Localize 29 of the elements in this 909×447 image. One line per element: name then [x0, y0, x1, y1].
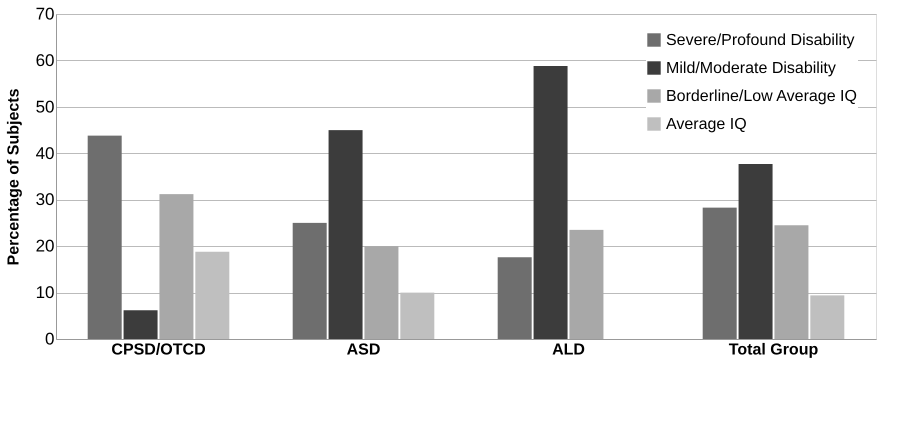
bar: [88, 136, 122, 339]
x-tick-label: Total Group: [728, 342, 818, 358]
y-tick-label: 20: [36, 236, 54, 256]
legend-label: Mild/Moderate Disability: [666, 60, 836, 77]
bar: [159, 194, 194, 339]
bar: [569, 230, 604, 339]
y-tick-label: 60: [36, 50, 54, 70]
y-tick-label: 10: [36, 283, 54, 302]
bar: [738, 164, 773, 339]
y-tick-label: 0: [45, 330, 54, 348]
bar: [774, 225, 808, 339]
legend-label: Borderline/Low Average IQ: [666, 88, 857, 105]
y-tick-label: 70: [36, 4, 54, 24]
y-tick-label: 50: [36, 97, 54, 116]
y-tick-label: 40: [36, 144, 54, 163]
bar: [534, 66, 568, 339]
legend-label: Average IQ: [666, 116, 747, 133]
y-axis-title: Percentage of Subjects: [6, 88, 23, 266]
bar: [292, 222, 327, 339]
bar: [498, 257, 532, 339]
x-tick-label: CPSD/OTCD: [111, 342, 206, 358]
bar: [364, 246, 398, 339]
legend-label: Severe/Profound Disability: [666, 32, 855, 49]
y-tick-label: 30: [36, 190, 54, 210]
bar: [124, 310, 158, 339]
bar: [702, 208, 737, 339]
x-tick-label: ALD: [552, 342, 585, 358]
bar: [328, 130, 363, 339]
x-tick-label: ASD: [346, 342, 380, 358]
